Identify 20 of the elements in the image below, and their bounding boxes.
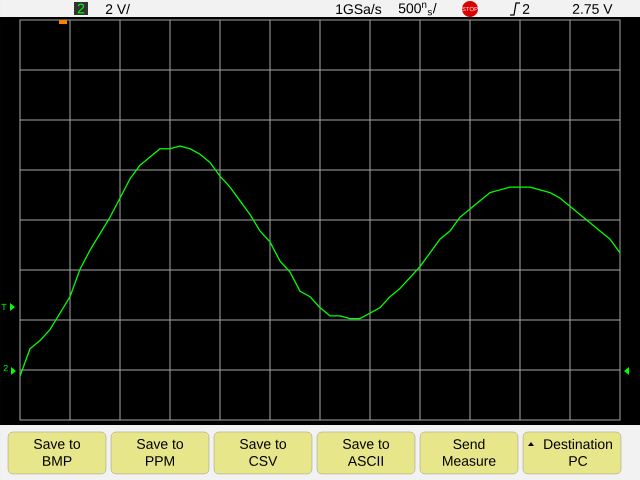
text: 2	[4, 364, 8, 372]
text: Measure	[443, 456, 496, 466]
text: PC	[569, 456, 588, 466]
text: Destination	[544, 438, 612, 450]
text: T	[1, 304, 6, 310]
text: 1GSa/s	[336, 4, 382, 14]
text: PPM	[146, 456, 174, 466]
text: 2 V/	[106, 4, 130, 14]
text: BMP	[43, 456, 72, 466]
text: 2	[522, 4, 530, 14]
text: ASCII	[348, 456, 383, 466]
text: Save to	[342, 439, 390, 449]
text: Save to	[240, 439, 286, 449]
text: 500$^{n}$$_{s}$/	[398, 2, 437, 16]
text: Save to	[137, 439, 184, 449]
text: 2	[78, 4, 84, 14]
text: 2.75 V	[572, 4, 612, 14]
text: Send	[453, 438, 484, 450]
text: Save to	[34, 439, 80, 449]
text: CSV	[249, 456, 278, 466]
